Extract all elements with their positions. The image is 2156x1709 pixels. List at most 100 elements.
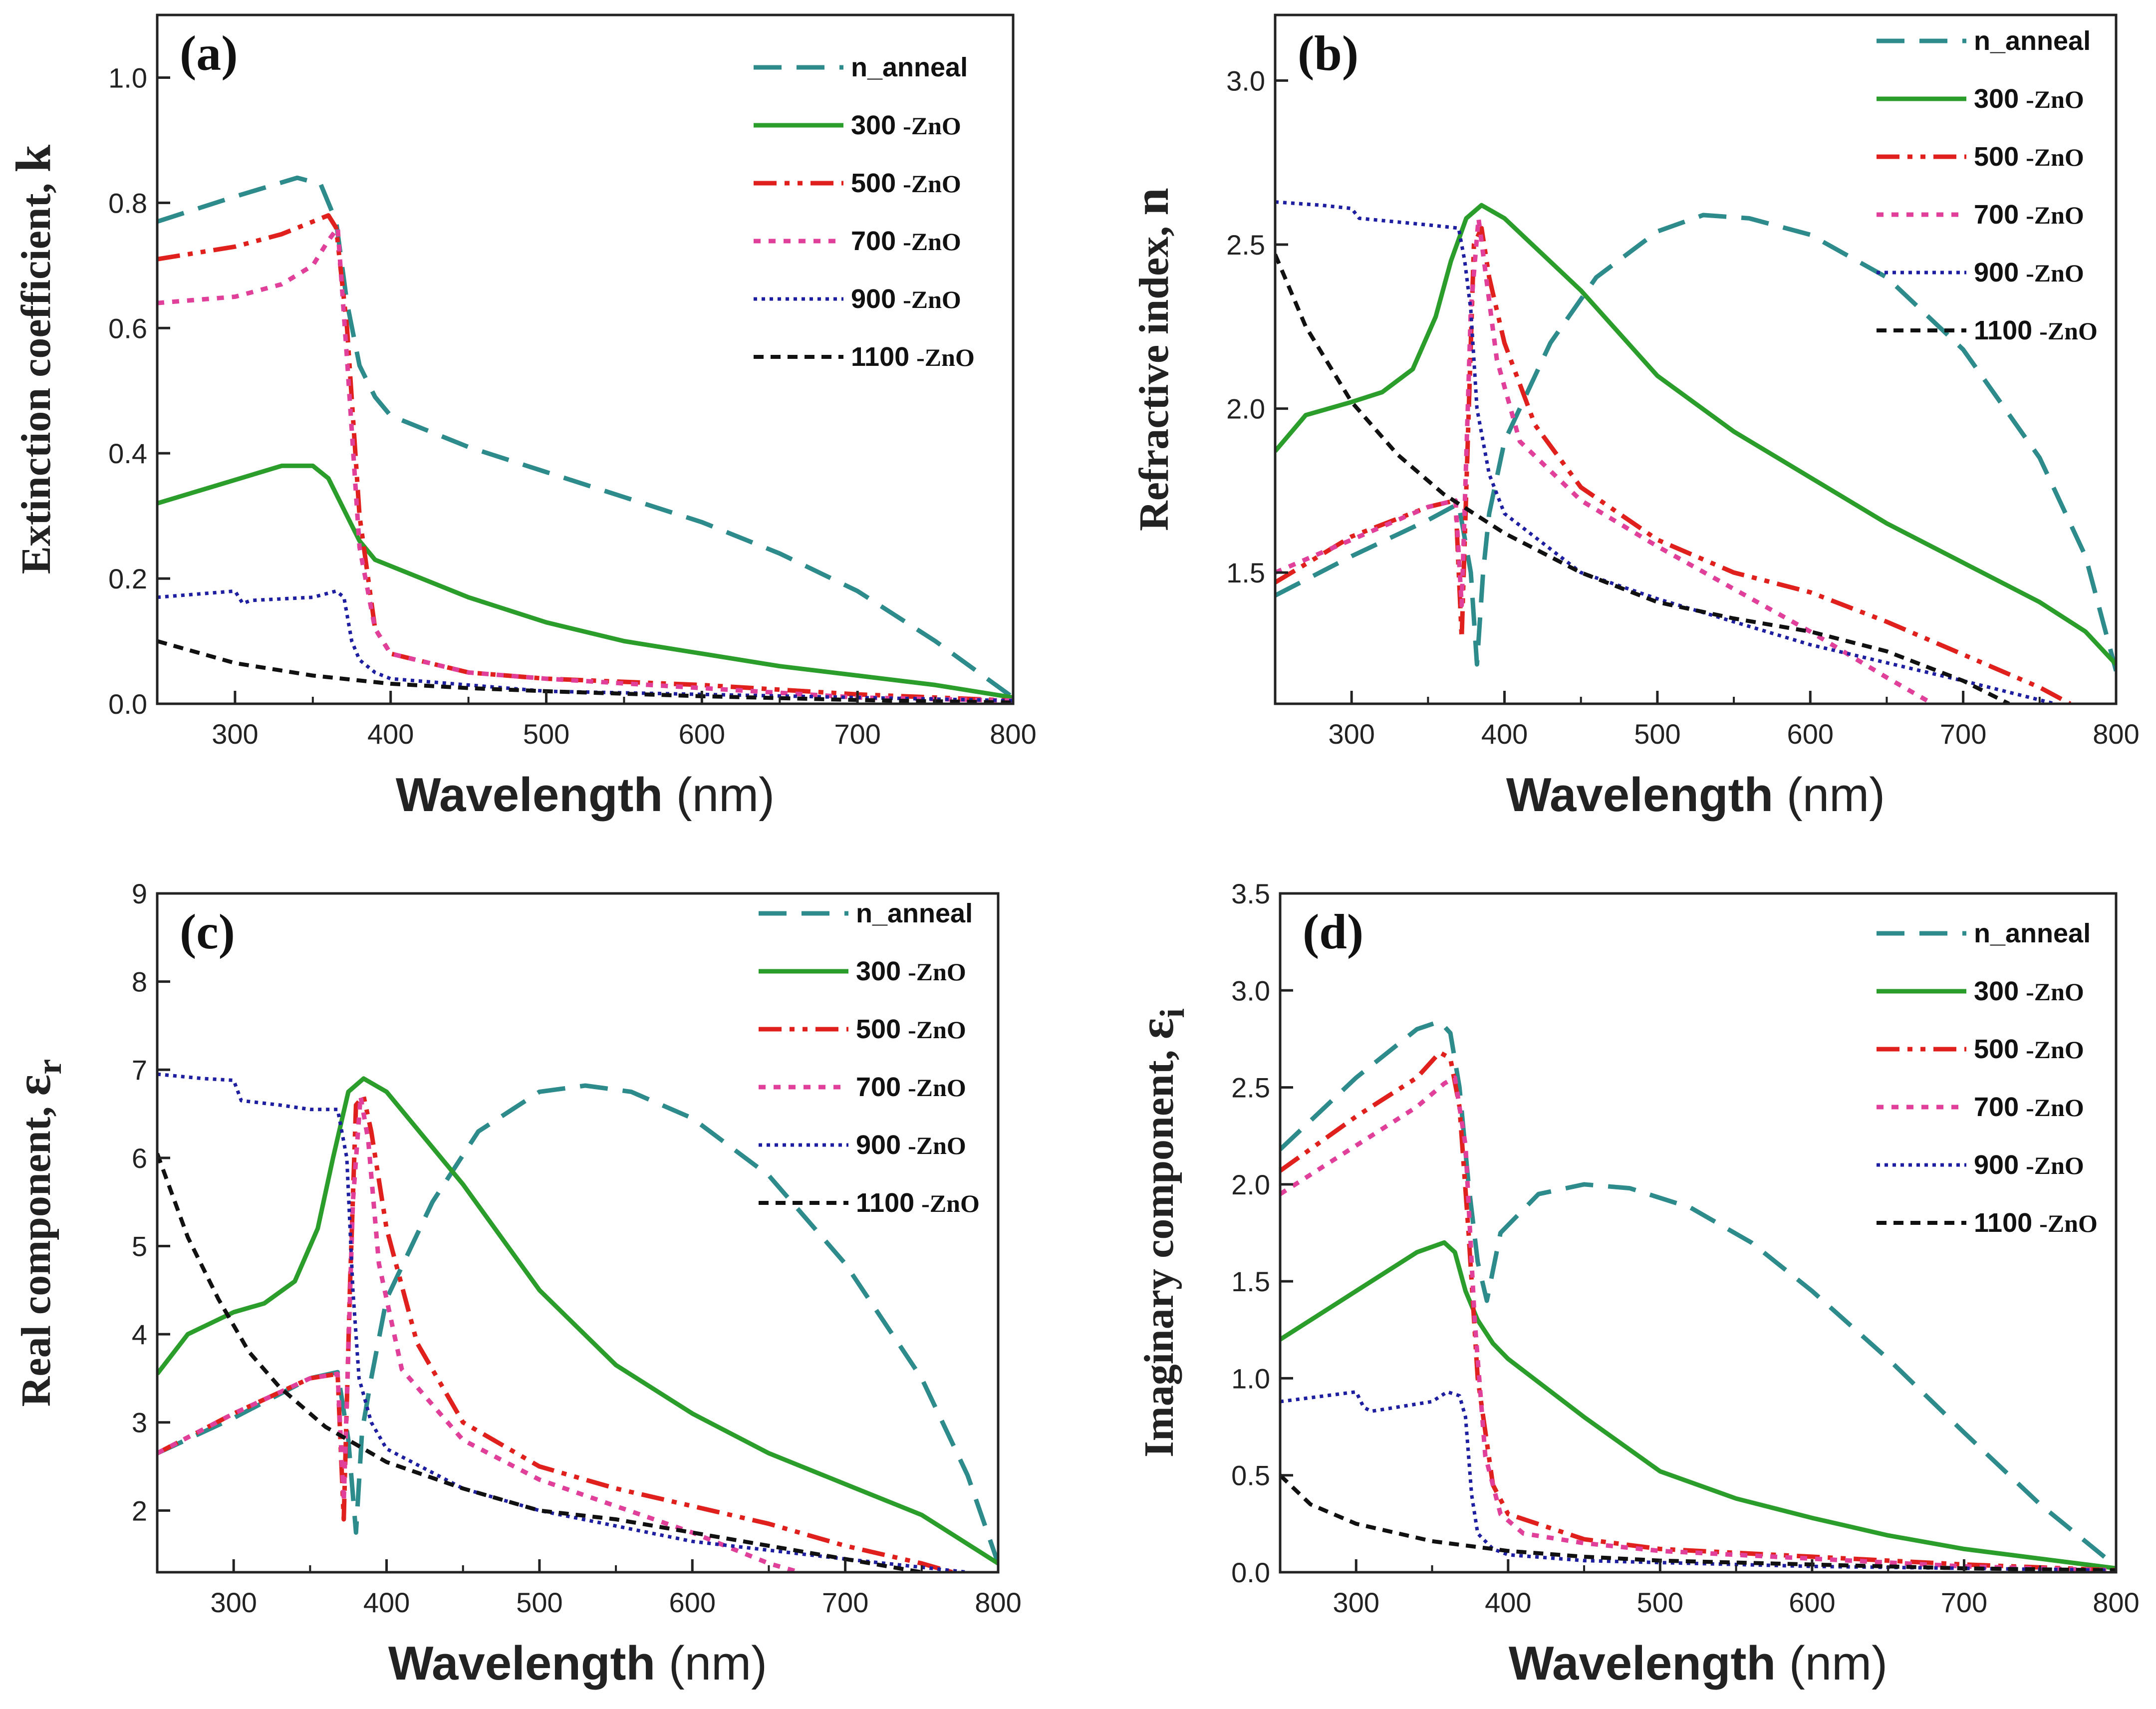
series-line-s500 [1275,226,2072,704]
series-line-s300 [1275,203,2116,666]
series-line-s1100 [1280,1473,2116,1572]
y-tick-label: 0.4 [108,438,147,469]
legend: n_anneal 300 -ZnO 500 -ZnO 700 -ZnO 900 -ZnO 1100… [1877,26,2098,345]
x-axis-label: Wavelength (nm) [1509,1637,1887,1690]
legend-label-s1100: 1100 -ZnO [1974,1208,2098,1238]
legend-label-s500: 500 -ZnO [856,1014,966,1044]
x-tick-label: 300 [1333,1587,1379,1618]
y-tick-label: 3.5 [1231,878,1270,909]
legend-label-s900: 900 -ZnO [856,1130,966,1160]
x-tick-label: 700 [1940,718,1986,750]
plot-frame [1279,892,2118,1574]
series-line-s900 [157,1072,968,1572]
x-tick-label: 400 [363,1587,410,1618]
y-tick-label: 7 [132,1054,147,1086]
plot-frame [156,13,1015,705]
series-line-s1100 [157,639,1013,704]
y-axis-label: Refractive index, n [1123,188,1179,531]
panel-label: (d) [1303,904,1363,959]
series-line-s300 [157,1076,998,1566]
series-line-s700 [157,1094,800,1572]
y-tick-label: 2.0 [1231,1169,1270,1200]
legend-label-s900: 900 -ZnO [1974,1150,2084,1180]
chart-panel-1: 300 400 500 600 700 800 0.0 0.2 0.4 0.6 0.8 1.0 Wave… [5,13,1037,822]
y-tick-label: 3.0 [1231,975,1270,1006]
y-axis-label: Extinction coefficient, k [5,144,61,574]
y-axis-label: Imaginary component, εi [1128,1008,1192,1457]
y-tick-label: 1.0 [108,62,147,93]
x-tick-label: 600 [669,1587,716,1618]
series-line-s900 [1280,1390,2116,1572]
x-tick-label: 300 [1328,718,1374,750]
series-line-s700 [1280,1075,2116,1572]
x-tick-label: 800 [2093,1587,2139,1618]
legend-label-s700: 700 -ZnO [1974,1092,2084,1122]
legend-label-s300: 300 -ZnO [856,956,966,986]
legend-label-s500: 500 -ZnO [1974,142,2084,172]
x-tick-label: 800 [990,718,1036,750]
x-axis-label: Wavelength (nm) [396,768,775,822]
x-tick-label: 600 [679,718,725,750]
x-tick-label: 600 [1787,718,1834,750]
legend-label-s700: 700 -ZnO [856,1072,966,1102]
series-line-n_anneal [1280,1019,2116,1568]
plot-frame [156,892,1000,1574]
x-tick-label: 500 [1637,1587,1683,1618]
x-tick-label: 500 [516,1587,562,1618]
legend-label-s1100: 1100 -ZnO [1974,315,2098,345]
x-tick-label: 400 [1481,718,1528,750]
y-tick-label: 0.6 [108,312,147,344]
y-tick-label: 6 [132,1142,147,1174]
y-tick-label: 9 [132,878,147,909]
y-tick-label: 0.0 [1231,1557,1270,1588]
y-tick-label: 2 [132,1495,147,1526]
y-tick-label: 1.0 [1231,1363,1270,1394]
y-axis-label: Real component, εr [5,1059,69,1407]
series-line-s1100 [1275,254,2010,704]
y-tick-label: 0.2 [108,563,147,594]
series-line-s500 [157,1094,953,1572]
panel-label: (c) [180,904,235,959]
y-tick-label: 2.0 [1226,393,1265,425]
x-axis-label: Wavelength (nm) [388,1637,767,1690]
series-line-n_anneal [157,175,1013,700]
x-tick-label: 300 [212,718,258,750]
y-tick-label: 0.8 [108,187,147,219]
x-tick-label: 300 [210,1587,257,1618]
x-tick-label: 400 [367,718,414,750]
legend-label-s1100: 1100 -ZnO [856,1188,980,1218]
series-line-s700 [1275,216,1934,704]
x-tick-label: 400 [1485,1587,1531,1618]
plot-frame [1274,13,2118,705]
y-tick-label: 8 [132,966,147,998]
series-line-n_anneal [157,1083,998,1564]
chart-panel-2: 300 400 500 600 700 800 1.5 2.0 2.5 3.0 Wavelength… [1123,13,2140,822]
legend-label-s900: 900 -ZnO [1974,258,2084,287]
y-tick-label: 1.5 [1226,557,1265,588]
legend-label-s700: 700 -ZnO [1974,200,2084,230]
x-tick-label: 700 [834,718,880,750]
x-tick-label: 700 [1941,1587,1987,1618]
legend-label-s300: 300 -ZnO [1974,976,2084,1006]
legend-label-n_anneal: n_anneal [851,52,968,82]
legend: n_anneal 300 -ZnO 500 -ZnO 700 -ZnO 900 -ZnO 1100… [754,52,975,372]
legend-label-s900: 900 -ZnO [851,284,961,314]
legend-label-s500: 500 -ZnO [1974,1034,2084,1064]
legend-label-s700: 700 -ZnO [851,226,961,256]
y-tick-label: 2.5 [1226,229,1265,261]
series-line-s900 [157,589,1013,703]
y-tick-label: 1.5 [1231,1266,1270,1297]
legend-label-s300: 300 -ZnO [851,110,961,140]
legend-label-n_anneal: n_anneal [856,898,973,928]
y-tick-label: 4 [132,1319,147,1350]
y-tick-label: 2.5 [1231,1072,1270,1104]
series-line-n_anneal [1275,213,2116,672]
legend-label-s300: 300 -ZnO [1974,84,2084,114]
legend-label-s1100: 1100 -ZnO [851,342,975,372]
legend-label-n_anneal: n_anneal [1974,918,2091,948]
series-line-s500 [1280,1050,2116,1572]
x-tick-label: 600 [1789,1587,1835,1618]
panel-label: (a) [180,25,238,81]
x-tick-label: 700 [822,1587,868,1618]
y-tick-label: 0.5 [1231,1460,1270,1491]
